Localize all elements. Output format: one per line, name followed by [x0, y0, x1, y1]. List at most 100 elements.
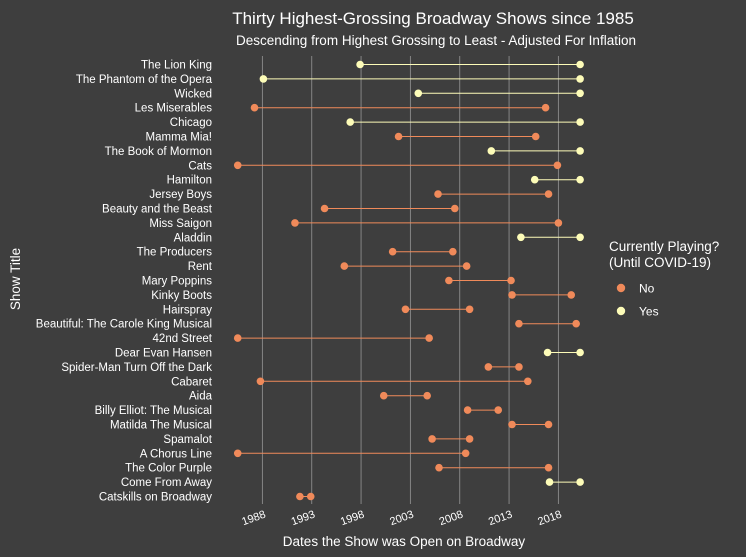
close-point: [465, 305, 474, 314]
open-point: [428, 435, 436, 443]
close-point: [576, 60, 584, 69]
y-axis-label: Show Title: [8, 248, 23, 310]
show-dumbbell: [508, 291, 576, 299]
open-point: [401, 305, 410, 314]
y-tick-label: The Lion King: [141, 60, 212, 72]
legend-key: [616, 306, 626, 316]
open-point: [508, 420, 516, 429]
open-point: [388, 247, 397, 256]
legend: Currently Playing? (Until COVID-19) No Ye…: [609, 239, 723, 319]
open-point: [296, 492, 304, 501]
open-point: [259, 75, 268, 83]
x-tick-label: 2018: [536, 509, 563, 529]
y-tick-label: Hairspray: [163, 304, 212, 316]
x-tick-label: 1998: [339, 509, 366, 529]
open-point: [508, 291, 516, 299]
y-tick-label: Beauty and the Beast: [102, 204, 213, 216]
y-tick-label: Hamilton: [167, 175, 212, 187]
y-tick-label: Rent: [188, 261, 213, 273]
show-dumbbell: [545, 478, 584, 486]
show-dumbbell: [394, 132, 540, 141]
show-dumbbell: [250, 103, 550, 112]
close-point: [544, 190, 553, 198]
close-point: [554, 219, 563, 227]
y-tick-label: Les Miserables: [135, 103, 213, 115]
show-dumbbell: [291, 219, 563, 227]
close-point: [576, 348, 584, 357]
y-tick-label: 42nd Street: [153, 333, 213, 345]
open-point: [434, 190, 442, 198]
open-point: [233, 161, 242, 170]
y-tick-label: Mamma Mia!: [146, 132, 212, 144]
open-point: [256, 377, 265, 386]
legend-title-line-1: Currently Playing?: [609, 239, 719, 254]
open-point: [356, 60, 364, 69]
close-point: [494, 406, 503, 414]
y-tick-label: Catskills on Broadway: [99, 492, 212, 504]
y-tick-label: Mary Poppins: [142, 276, 213, 288]
close-point: [544, 463, 553, 472]
y-tick-label: Spamalot: [163, 434, 212, 446]
close-point: [576, 478, 584, 486]
open-point: [340, 262, 349, 270]
y-tick-label: Aida: [189, 391, 213, 403]
legend-items: No Yes: [616, 282, 659, 319]
close-point: [425, 334, 433, 342]
show-dumbbell: [296, 492, 315, 501]
show-dumbbell: [401, 305, 474, 314]
close-point: [423, 391, 431, 400]
close-point: [576, 233, 584, 242]
open-point: [394, 132, 403, 141]
y-tick-label: Matilda The Musical: [110, 420, 212, 432]
show-dumbbell: [435, 463, 553, 472]
plot-marks: [233, 60, 584, 501]
close-point: [576, 175, 584, 184]
open-point: [250, 103, 259, 112]
show-dumbbell: [233, 449, 470, 458]
show-dumbbell: [428, 435, 474, 443]
show-dumbbell: [340, 262, 471, 270]
y-tick-labels: The Lion King The Phantom of the Opera Wic…: [36, 60, 213, 504]
open-point: [233, 449, 242, 458]
legend-key: [616, 283, 626, 293]
open-point: [515, 319, 523, 328]
legend-title: Currently Playing? (Until COVID-19): [609, 239, 723, 270]
x-axis-label: Dates the Show was Open on Broadway: [283, 534, 526, 549]
chart-subtitle: Descending from Highest Grossing to Leas…: [236, 33, 636, 48]
show-dumbbell: [434, 190, 553, 198]
show-dumbbell: [259, 75, 584, 83]
show-dumbbell: [517, 233, 584, 242]
close-point: [306, 492, 315, 501]
close-point: [544, 420, 553, 429]
close-point: [531, 132, 540, 141]
show-dumbbell: [233, 161, 562, 170]
y-tick-label: Beautiful: The Carole King Musical: [36, 319, 212, 331]
close-point: [515, 363, 523, 371]
show-dumbbell: [530, 175, 584, 184]
y-tick-label: The Phantom of the Opera: [76, 74, 213, 86]
x-tick-label: 2013: [487, 509, 514, 529]
close-point: [576, 118, 584, 126]
open-point: [463, 406, 472, 414]
y-tick-label: Aladdin: [174, 232, 212, 244]
show-dumbbell: [487, 147, 584, 155]
open-point: [233, 334, 242, 342]
close-point: [541, 103, 550, 112]
y-tick-label: Billy Elliot: The Musical: [95, 405, 212, 417]
legend-title-line-2: (Until COVID-19): [609, 255, 711, 270]
y-tick-label: Chicago: [170, 117, 212, 129]
x-tick-label: 2008: [438, 509, 465, 529]
open-point: [517, 233, 525, 242]
x-tick-label: 1988: [240, 509, 267, 529]
close-point: [576, 75, 584, 83]
close-point: [507, 276, 515, 285]
y-tick-label: The Color Purple: [125, 463, 212, 475]
show-dumbbell: [320, 204, 459, 213]
y-tick-label: Spider-Man Turn Off the Dark: [61, 362, 212, 374]
show-dumbbell: [463, 406, 503, 414]
close-point: [576, 89, 584, 98]
close-point: [524, 377, 532, 386]
y-tick-label: Cats: [188, 160, 212, 172]
show-dumbbell: [388, 247, 457, 256]
